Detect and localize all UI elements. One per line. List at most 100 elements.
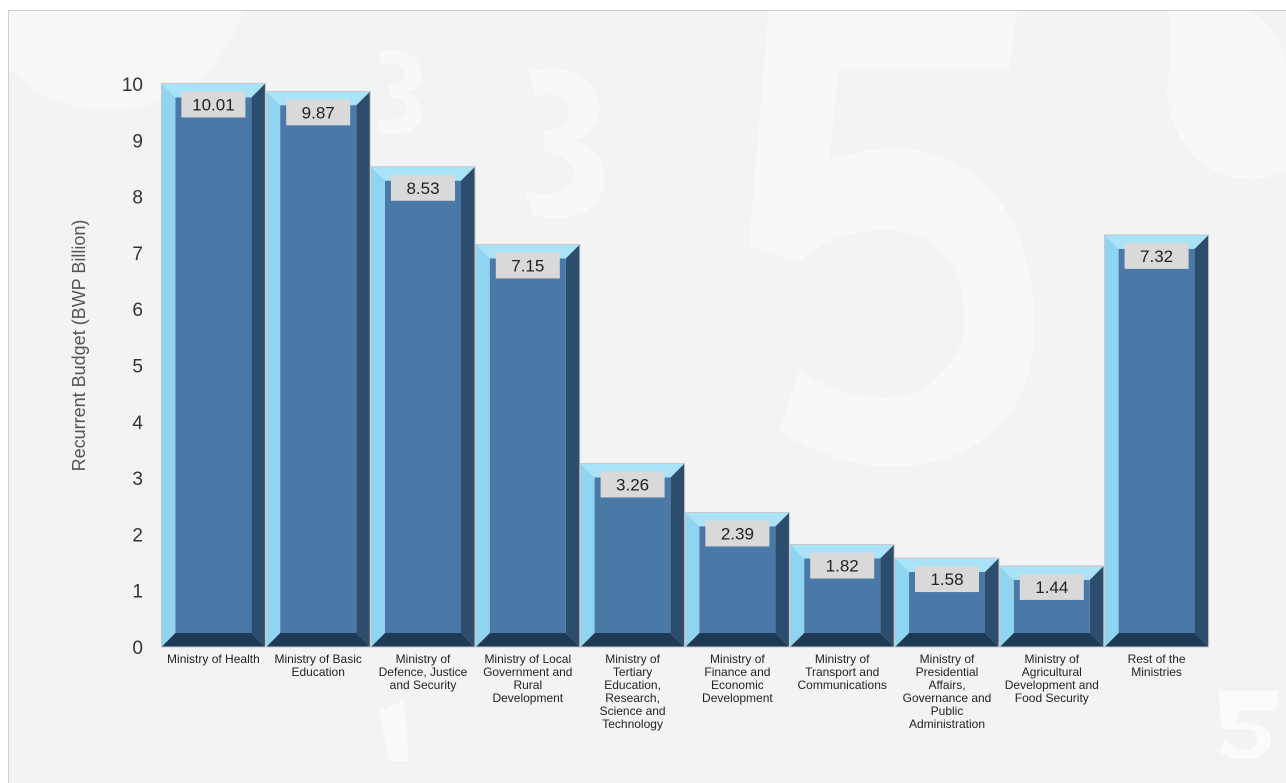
bar: 3.26 (580, 462, 686, 648)
bar-outline (684, 511, 790, 648)
bar-left-rim (685, 512, 700, 647)
bar-right-side (985, 558, 999, 647)
bar: 10.01 (160, 82, 266, 648)
bar-bottom-side (161, 633, 266, 647)
y-tick-label: 8 (132, 188, 143, 209)
bar-right-side (565, 244, 580, 647)
bar-face (1118, 248, 1195, 633)
bar-left-rim (999, 565, 1014, 647)
chart-frame: Recurrent Budget (BWP Billion) 0 1 2 3 4 5 6 7 8… (8, 10, 1286, 783)
y-tick-label: 9 (132, 131, 143, 152)
data-label: 9.87 (302, 103, 335, 122)
data-label: 7.15 (511, 256, 544, 275)
y-axis-label: Recurrent Budget (BWP Billion) (69, 220, 89, 472)
bar-bottom-side (895, 633, 999, 647)
bar-face (175, 97, 252, 633)
data-label: 7.32 (1140, 247, 1173, 266)
bar: 2.39 (684, 511, 790, 648)
bar: 1.58 (894, 557, 1000, 648)
bar-outline (1104, 234, 1210, 648)
data-label-box (810, 552, 875, 579)
data-label: 1.58 (930, 570, 963, 589)
bar-bottom-side (999, 633, 1104, 647)
data-label-box (705, 520, 770, 547)
y-tick-label: 6 (132, 300, 143, 321)
bar-face (594, 477, 671, 633)
x-tick-label: Ministry of Local Government and Rural Deve… (483, 652, 572, 705)
bar-left-rim (371, 166, 385, 648)
bar-face (280, 105, 357, 634)
x-tick-label: Ministry of Transport and Communications (798, 652, 887, 692)
bar-bottom-side (1104, 633, 1209, 647)
x-tick-label: Ministry of Health (167, 652, 260, 666)
bar-right-side (775, 512, 790, 647)
bar: 1.82 (789, 544, 895, 648)
x-tick-label: Ministry of Defence, Justice and Security (379, 652, 468, 692)
bar-outline (370, 166, 476, 648)
y-tick-label: 10 (122, 75, 143, 96)
bar-right-side (670, 463, 685, 647)
data-label: 3.26 (616, 475, 649, 494)
bar: 9.87 (265, 90, 371, 648)
bar-bottom-side (685, 633, 790, 647)
y-tick-label: 3 (132, 469, 143, 490)
data-label-box (495, 252, 560, 279)
data-label-box (1019, 573, 1084, 600)
data-label: 2.39 (721, 524, 754, 543)
x-tick-label: Ministry of Agricultural Development and Fo… (1005, 652, 1099, 705)
bar-outline (789, 544, 895, 648)
bar-right-side (1089, 565, 1104, 647)
bar-outline (999, 565, 1105, 648)
background-decoration (9, 11, 1286, 761)
data-label: 1.44 (1035, 578, 1068, 597)
bar-outline (265, 90, 371, 648)
bar: 7.15 (475, 243, 581, 648)
bar-bottom-side (580, 633, 685, 647)
y-tick-label: 0 (132, 638, 143, 659)
bar-outline (894, 557, 1000, 648)
data-label-box (181, 91, 246, 118)
bar-bottom-side (790, 633, 895, 647)
bar-left-rim (161, 83, 176, 647)
bar-outline (580, 462, 686, 648)
data-label-box (1124, 242, 1189, 269)
bar: 8.53 (370, 166, 476, 648)
data-label: 10.01 (192, 95, 235, 114)
bar-left-rim (580, 463, 595, 647)
bar-bottom-side (475, 633, 580, 647)
data-label-box (600, 471, 665, 498)
data-label-box (915, 566, 979, 593)
bar-right-side (356, 91, 371, 648)
y-tick-label: 7 (132, 244, 143, 265)
x-axis-ticks: Ministry of Health Ministry of Basic Educa… (167, 652, 1186, 731)
data-label: 8.53 (406, 179, 439, 198)
bar-bottom-side (266, 633, 371, 647)
bar-left-rim (895, 558, 909, 647)
bar-outline (160, 82, 266, 648)
bar-left-rim (475, 244, 490, 647)
y-tick-label: 1 (132, 582, 143, 603)
bar-outline (475, 243, 581, 648)
x-tick-label: Ministry of Presidential Affairs, Governanc… (903, 652, 992, 731)
x-tick-label: Rest of the Ministries (1128, 652, 1186, 679)
bar: 1.44 (999, 565, 1105, 648)
bar: 7.32 (1104, 234, 1210, 648)
bars: 10.01 9.87 8.53 7.15 3.26 2.39 1.82 1.58 1.44 7.3… (160, 82, 1210, 648)
x-tick-label: Ministry of Finance and Economic Developmen… (702, 652, 773, 705)
data-label: 1.82 (826, 557, 859, 576)
bar-right-side (1194, 234, 1209, 647)
bar-face (489, 258, 566, 633)
bar-bottom-side (371, 633, 475, 647)
data-label-box (286, 99, 351, 126)
x-tick-label: Ministry of Basic Education (275, 652, 362, 679)
data-label-box (391, 174, 455, 201)
y-tick-label: 2 (132, 525, 143, 546)
bar-right-side (251, 83, 266, 647)
bar-face (385, 180, 461, 634)
bar-right-side (880, 544, 895, 647)
y-axis-ticks: 0 1 2 3 4 5 6 7 8 9 10 (122, 75, 144, 659)
bar-left-rim (1104, 234, 1119, 647)
y-tick-label: 4 (132, 413, 143, 434)
bar-right-side (461, 166, 475, 648)
y-tick-label: 5 (132, 357, 143, 378)
